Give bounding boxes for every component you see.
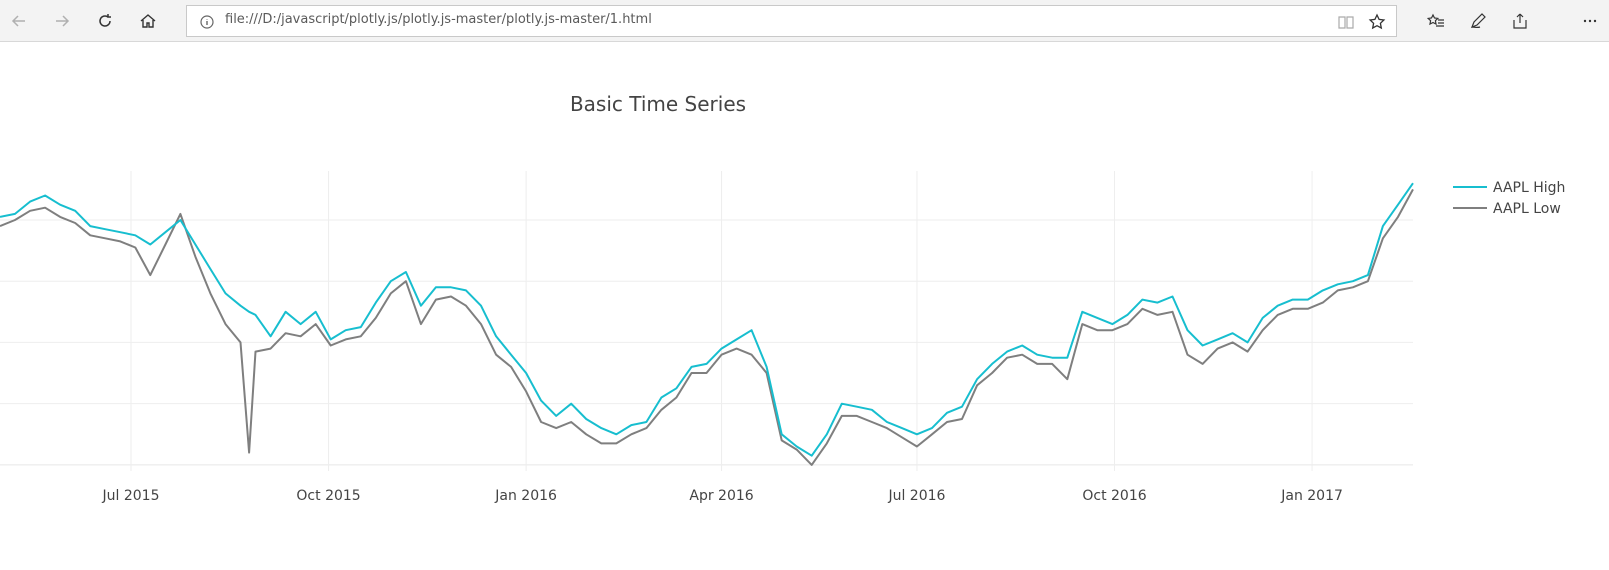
x-tick-label: Jan 2016 [494, 488, 557, 504]
favorites-button[interactable] [1421, 6, 1451, 36]
share-button[interactable] [1505, 6, 1535, 36]
back-arrow-icon [11, 15, 25, 27]
home-button[interactable] [133, 6, 163, 36]
x-axis-ticks: Jul 2015 Oct 2015 Jan 2016 Apr 2016 Jul 2016… [102, 488, 1343, 504]
series-layer [0, 182, 1414, 466]
refresh-button[interactable] [90, 6, 120, 36]
x-tick-label: Jan 2017 [1280, 488, 1343, 504]
notes-button[interactable] [1463, 6, 1493, 36]
legend-item[interactable]: AAPL Low [1453, 201, 1561, 217]
url-text[interactable]: file:///D:/javascript/plotly.js/plotly.j… [225, 12, 652, 27]
series-line-aapl-low[interactable] [0, 188, 1414, 466]
legend-label: AAPL Low [1493, 201, 1561, 217]
forward-arrow-icon [56, 15, 70, 27]
x-tick-label: Jul 2016 [887, 488, 945, 504]
chart-title: Basic Time Series [570, 92, 746, 116]
x-tick-label: Oct 2016 [1082, 488, 1146, 504]
x-tick-label: Jul 2015 [102, 488, 160, 504]
info-icon[interactable] [199, 14, 215, 30]
page-content: Basic Time Series Jul 2015 Oct 2015 Jan 20… [0, 43, 1609, 566]
legend-label: AAPL High [1493, 180, 1565, 196]
time-series-chart: Basic Time Series Jul 2015 Oct 2015 Jan 20… [0, 92, 1565, 504]
x-tick-label: Oct 2015 [296, 488, 360, 504]
pen-icon [1470, 13, 1486, 29]
reading-view-icon[interactable] [1337, 13, 1355, 31]
x-tick-label: Apr 2016 [689, 488, 753, 504]
legend-item[interactable]: AAPL High [1453, 180, 1565, 196]
share-icon [1513, 13, 1527, 29]
refresh-icon [99, 14, 111, 27]
address-bar[interactable]: file:///D:/javascript/plotly.js/plotly.j… [186, 5, 1397, 37]
browser-toolbar: file:///D:/javascript/plotly.js/plotly.j… [0, 0, 1609, 42]
series-line-aapl-high[interactable] [0, 182, 1414, 457]
forward-button[interactable] [47, 6, 77, 36]
star-icon[interactable] [1368, 13, 1386, 31]
more-button[interactable] [1575, 6, 1605, 36]
home-icon [140, 14, 156, 28]
favorites-icon [1427, 13, 1444, 27]
grid [0, 171, 1413, 471]
back-button[interactable] [4, 6, 34, 36]
legend[interactable]: AAPL High AAPL Low [1453, 180, 1565, 217]
more-icon [1583, 19, 1597, 23]
